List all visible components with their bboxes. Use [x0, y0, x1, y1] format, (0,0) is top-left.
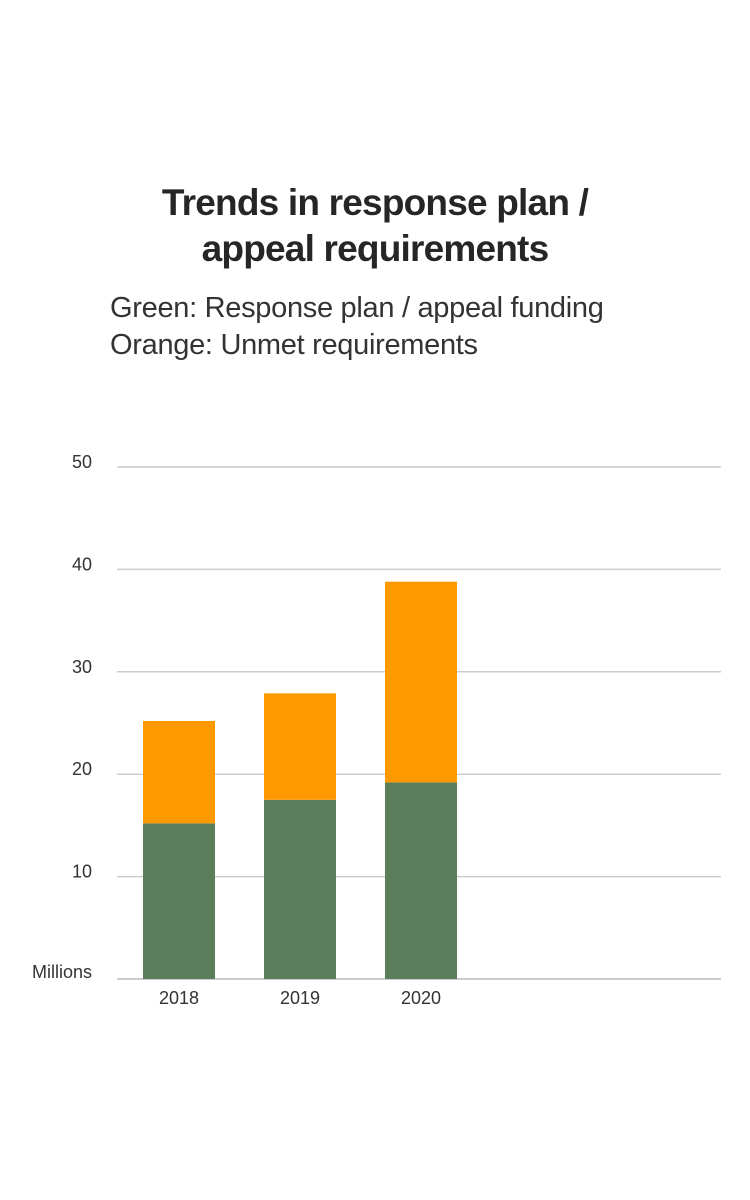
- bars: [143, 581, 457, 979]
- title-block: Trends in response plan / appeal require…: [0, 180, 750, 272]
- y-axis-unit-label: Millions: [32, 962, 92, 982]
- x-tick-label-2019: 2019: [280, 988, 320, 1008]
- x-tick-labels: 2018 2019 2020: [159, 988, 441, 1008]
- bar-2020-unmet: [385, 581, 457, 783]
- x-tick-label-2020: 2020: [401, 988, 441, 1008]
- y-tick-label-20: 20: [72, 759, 92, 779]
- bar-2019-unmet: [264, 693, 336, 800]
- bar-2020-funding: [385, 782, 457, 979]
- chart-title: Trends in response plan / appeal require…: [161, 182, 589, 269]
- bar-2018-unmet: [143, 720, 215, 824]
- y-tick-label-40: 40: [72, 554, 92, 574]
- chart-subtitle: Green: Response plan / appeal funding Or…: [110, 290, 604, 364]
- subtitle-line-green: Green: Response plan / appeal funding: [110, 292, 604, 324]
- y-tick-label-50: 50: [72, 452, 92, 472]
- y-tick-label-30: 30: [72, 657, 92, 677]
- bar-2018-funding: [143, 823, 215, 979]
- subtitle-line-orange: Orange: Unmet requirements: [110, 329, 478, 361]
- y-tick-label-10: 10: [72, 862, 92, 882]
- x-tick-label-2018: 2018: [159, 988, 199, 1008]
- y-tick-labels: 10 20 30 40 50: [72, 452, 92, 882]
- bar-2019-funding: [264, 799, 336, 979]
